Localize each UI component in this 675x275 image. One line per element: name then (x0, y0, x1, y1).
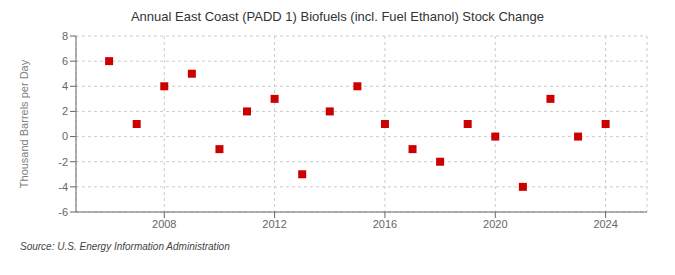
svg-text:2024: 2024 (593, 218, 617, 230)
svg-text:6: 6 (62, 55, 68, 67)
html-text:Source: U.S. Energy Informatio: Source: U.S. Energy Information Administ… (20, 241, 230, 252)
svg-text:0: 0 (62, 130, 68, 142)
svg-text:2012: 2012 (262, 218, 286, 230)
svg-text:2016: 2016 (373, 218, 397, 230)
svg-text:4: 4 (62, 80, 68, 92)
svg-text:-2: -2 (58, 156, 68, 168)
svg-text:-6: -6 (58, 206, 68, 218)
html-text:Annual East Coast (PADD 1) Bio: Annual East Coast (PADD 1) Biofuels (inc… (131, 9, 544, 24)
svg-text:2: 2 (62, 105, 68, 117)
svg-text:2008: 2008 (152, 218, 176, 230)
svg-text:Thousand Barrels per Day: Thousand Barrels per Day (18, 59, 30, 188)
svg-text:8: 8 (62, 30, 68, 42)
svg-text:-4: -4 (58, 181, 68, 193)
svg-text:2020: 2020 (483, 218, 507, 230)
